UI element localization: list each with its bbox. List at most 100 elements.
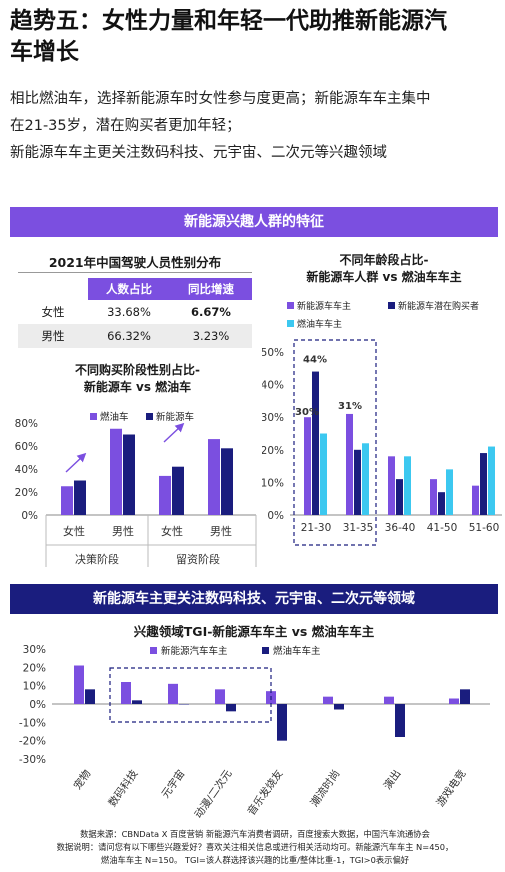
- chart1-xtick-label: 男性: [112, 524, 134, 538]
- gender-table-header: 人数占比 同比增速: [18, 278, 252, 300]
- chart3-bar: [215, 689, 225, 704]
- chart3-bar: [226, 704, 236, 712]
- chart2-xtick-label: 36-40: [385, 522, 416, 534]
- chart2-title-line1: 不同年龄段占比-: [339, 253, 429, 267]
- gender-table-header-blank: [18, 278, 88, 300]
- chart3-ytick-label: 30%: [23, 644, 46, 656]
- chart3-highlight-box: [109, 667, 272, 723]
- chart3-ytick-label: -10%: [19, 717, 46, 729]
- chart2-bar: [446, 469, 453, 515]
- chart3-bar: [334, 704, 344, 710]
- intro-line1: 相比燃油车，选择新能源车时女性参与度更高；新能源车车主集中: [10, 91, 431, 107]
- chart1-bar: [61, 486, 73, 515]
- intro-line2: 在21-35岁，潜在购买者更加年轻；: [10, 118, 241, 134]
- chart1-title: 不同购买阶段性别占比- 新能源车 vs 燃油车: [20, 362, 255, 396]
- chart2-bar: [362, 443, 369, 515]
- table-cell-share: 66.32%: [88, 324, 170, 348]
- chart3-ytick-label: -20%: [19, 736, 46, 748]
- chart1-ytick-label: 40%: [15, 464, 38, 476]
- gender-table-title: 2021年中国驾驶人员性别分布: [48, 255, 222, 270]
- chart2-bar: [472, 485, 479, 515]
- chart2-highlight-box: [293, 339, 377, 546]
- chart3-ytick-label: 20%: [23, 662, 46, 674]
- intro-line3: 新能源车车主更关注数码科技、元宇宙、二次元等兴趣领域: [10, 145, 387, 161]
- page-title-line2: 车增长: [10, 39, 79, 65]
- chart1-xtick-label: 男性: [210, 524, 232, 538]
- chart3-bar: [168, 683, 178, 704]
- chart1-bar: [123, 434, 135, 515]
- chart3-bar: [395, 704, 405, 737]
- chart1-bar: [208, 439, 220, 515]
- chart3-xtick-label: 演出: [381, 767, 404, 792]
- chart2-ytick-label: 50%: [262, 347, 284, 359]
- chart2-legend-swatch: [388, 302, 395, 309]
- chart3-xtick-label: 数码科技: [106, 767, 141, 809]
- chart1-ytick-label: 80%: [15, 418, 38, 430]
- chart1-ytick-label: 0%: [21, 510, 38, 522]
- chart1-group-label: 决策阶段: [75, 552, 119, 566]
- chart3-ytick-label: 10%: [23, 681, 46, 693]
- chart3-xtick-label: 宠物: [71, 767, 94, 792]
- source-line3: 燃油车车主 N=150。 TGI=该人群选择该兴趣的比重/整体比重-1，TGI>…: [100, 855, 410, 865]
- chart3-legend-label: 燃油车车主: [273, 645, 321, 657]
- chart2-bar: [320, 433, 327, 515]
- chart2-bar: [488, 446, 495, 515]
- chart2-bar: [354, 449, 361, 515]
- chart2-xtick-label: 21-30: [301, 522, 332, 534]
- chart3-bar: [179, 704, 189, 705]
- chart3-xtick-label: 动漫/二次元: [192, 767, 235, 821]
- gender-table-divider: [18, 272, 252, 273]
- gender-table-header-share: 人数占比: [88, 278, 170, 300]
- gender-table-header-growth: 同比增速: [170, 278, 252, 300]
- chart1-legend-swatch: [90, 413, 97, 420]
- chart2-title-line2: 新能源车人群 vs 燃油车车主: [306, 270, 462, 284]
- chart3-bar: [121, 682, 131, 704]
- chart3-legend-swatch: [150, 647, 157, 654]
- chart2-bar: [396, 479, 403, 515]
- chart2-ytick-label: 0%: [267, 510, 284, 522]
- chart2-data-label: 31%: [338, 401, 362, 412]
- chart1-bar: [221, 448, 233, 515]
- chart1-xtick-label: 女性: [161, 524, 183, 538]
- chart2-data-label: 30%: [295, 407, 319, 418]
- page-title-line1: 趋势五：女性力量和年轻一代助推新能源汽: [10, 8, 447, 34]
- page-title: 趋势五：女性力量和年轻一代助推新能源汽 车增长: [10, 6, 500, 68]
- chart2-bar: [346, 413, 353, 515]
- chart3-xtick-label: 元宇宙: [159, 767, 188, 800]
- chart2-legend-swatch: [287, 302, 294, 309]
- chart3-bar: [74, 665, 84, 704]
- chart1-xtick-label: 女性: [63, 524, 85, 538]
- chart2-xtick-label: 31-35: [343, 522, 374, 534]
- chart3-bar: [449, 698, 459, 704]
- chart1-up-arrow: [65, 452, 87, 473]
- table-row: 男性 66.32% 3.23%: [18, 324, 252, 348]
- chart2-bar: [304, 417, 311, 515]
- chart3-bar: [85, 689, 95, 704]
- gender-table: 人数占比 同比增速 女性 33.68% 6.67% 男性 66.32% 3.23…: [18, 278, 252, 348]
- chart1-legend-label: 燃油车: [100, 411, 129, 423]
- source-line1: 数据来源：CBNData X 百度营销 新能源汽车消费者调研，百度搜索大数据，中…: [80, 829, 430, 839]
- chart2-title: 不同年龄段占比- 新能源车人群 vs 燃油车车主: [268, 252, 500, 286]
- chart3-ytick-label: -30%: [19, 754, 46, 766]
- chart1-up-arrow: [163, 422, 185, 443]
- chart2-legend-label: 新能源车潜在购买者: [398, 300, 479, 312]
- chart3-xtick-label: 游戏电竞: [434, 767, 469, 809]
- chart3-legend-swatch: [262, 647, 269, 654]
- chart3-bar: [277, 704, 287, 741]
- table-cell-growth: 6.67%: [191, 305, 231, 319]
- chart2-ytick-label: 10%: [262, 477, 284, 489]
- chart1-title-line1: 不同购买阶段性别占比-: [75, 363, 200, 377]
- chart2-bar: [312, 371, 319, 515]
- chart3-bar: [384, 696, 394, 704]
- intro-text: 相比燃油车，选择新能源车时女性参与度更高；新能源车车主集中 在21-35岁，潜在…: [10, 86, 500, 167]
- chart3-xtick-label: 潮流时尚: [308, 767, 343, 809]
- chart2-bar: [438, 492, 445, 515]
- table-row: 女性 33.68% 6.67%: [18, 300, 252, 324]
- chart2-xtick-label: 41-50: [427, 522, 458, 534]
- chart2-legend-label: 燃油车车主: [297, 318, 342, 330]
- chart2-ytick-label: 30%: [262, 412, 284, 424]
- chart2-bar: [388, 456, 395, 515]
- chart1-ytick-label: 60%: [15, 441, 38, 453]
